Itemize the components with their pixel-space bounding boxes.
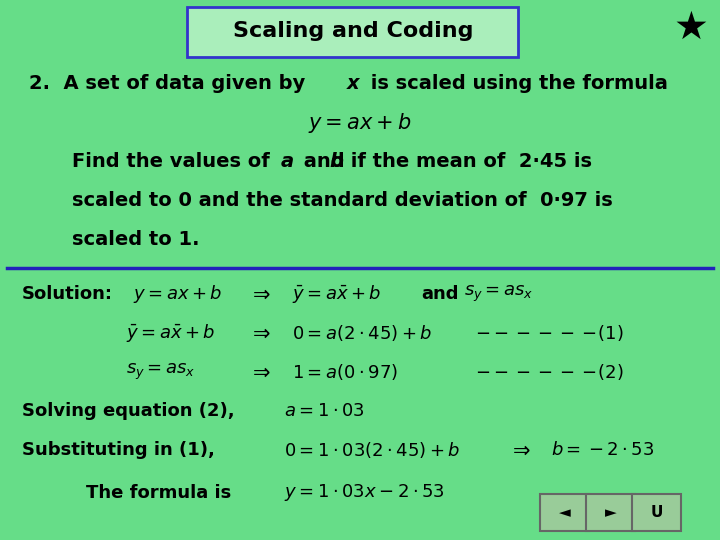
FancyBboxPatch shape	[586, 494, 635, 531]
Text: ★: ★	[674, 9, 708, 47]
Text: $\Rightarrow$: $\Rightarrow$	[248, 362, 271, 382]
Text: $------\!(1)$: $------\!(1)$	[475, 323, 624, 343]
Text: $y = ax + b$: $y = ax + b$	[133, 284, 222, 305]
Text: $\Rightarrow$: $\Rightarrow$	[248, 323, 271, 343]
Text: $\Rightarrow$: $\Rightarrow$	[248, 284, 271, 305]
Text: a: a	[281, 152, 294, 171]
Text: $s_y = as_x$: $s_y = as_x$	[464, 284, 534, 305]
Text: x: x	[347, 74, 360, 93]
Text: Solving equation (2),: Solving equation (2),	[22, 402, 234, 420]
Text: 2.  A set of data given by: 2. A set of data given by	[29, 74, 312, 93]
Text: U: U	[650, 505, 663, 520]
Text: $0 = 1 \cdot 03(2 \cdot 45) + b$: $0 = 1 \cdot 03(2 \cdot 45) + b$	[284, 440, 461, 460]
Text: ►: ►	[605, 505, 616, 520]
Text: b: b	[330, 152, 343, 171]
Text: Solution:: Solution:	[22, 285, 112, 303]
Text: is scaled using the formula: is scaled using the formula	[364, 74, 667, 93]
Text: $------\!(2)$: $------\!(2)$	[475, 362, 624, 382]
Text: ◄: ◄	[559, 505, 570, 520]
Text: $\bar{y} = a\bar{x} + b$: $\bar{y} = a\bar{x} + b$	[292, 284, 381, 305]
FancyBboxPatch shape	[632, 494, 681, 531]
FancyBboxPatch shape	[187, 7, 518, 57]
Text: $0 = a(2 \cdot 45) + b$: $0 = a(2 \cdot 45) + b$	[292, 323, 432, 343]
Text: $\bar{y} = a\bar{x} + b$: $\bar{y} = a\bar{x} + b$	[126, 322, 215, 344]
Text: and: and	[421, 285, 459, 303]
FancyBboxPatch shape	[540, 494, 589, 531]
Text: $1 = a(0 \cdot 97)$: $1 = a(0 \cdot 97)$	[292, 362, 397, 382]
Text: $s_y = as_x$: $s_y = as_x$	[126, 362, 195, 382]
Text: scaled to 1.: scaled to 1.	[72, 230, 199, 249]
Text: Substituting in (1),: Substituting in (1),	[22, 441, 215, 459]
Text: The formula is: The formula is	[86, 484, 232, 502]
Text: $b = -2 \cdot 53$: $b = -2 \cdot 53$	[551, 441, 654, 459]
Text: if the mean of  2·45 is: if the mean of 2·45 is	[344, 152, 592, 171]
Text: Find the values of: Find the values of	[72, 152, 276, 171]
Text: and: and	[297, 152, 351, 171]
Text: $y = ax + b$: $y = ax + b$	[308, 111, 412, 134]
Text: Scaling and Coding: Scaling and Coding	[233, 21, 473, 42]
Text: scaled to 0 and the standard deviation of  0·97 is: scaled to 0 and the standard deviation o…	[72, 191, 613, 210]
Text: $\Rightarrow$: $\Rightarrow$	[508, 440, 530, 460]
Text: $y = 1 \cdot 03x - 2 \cdot 53$: $y = 1 \cdot 03x - 2 \cdot 53$	[284, 482, 445, 503]
Text: $a = 1 \cdot 03$: $a = 1 \cdot 03$	[284, 402, 365, 420]
